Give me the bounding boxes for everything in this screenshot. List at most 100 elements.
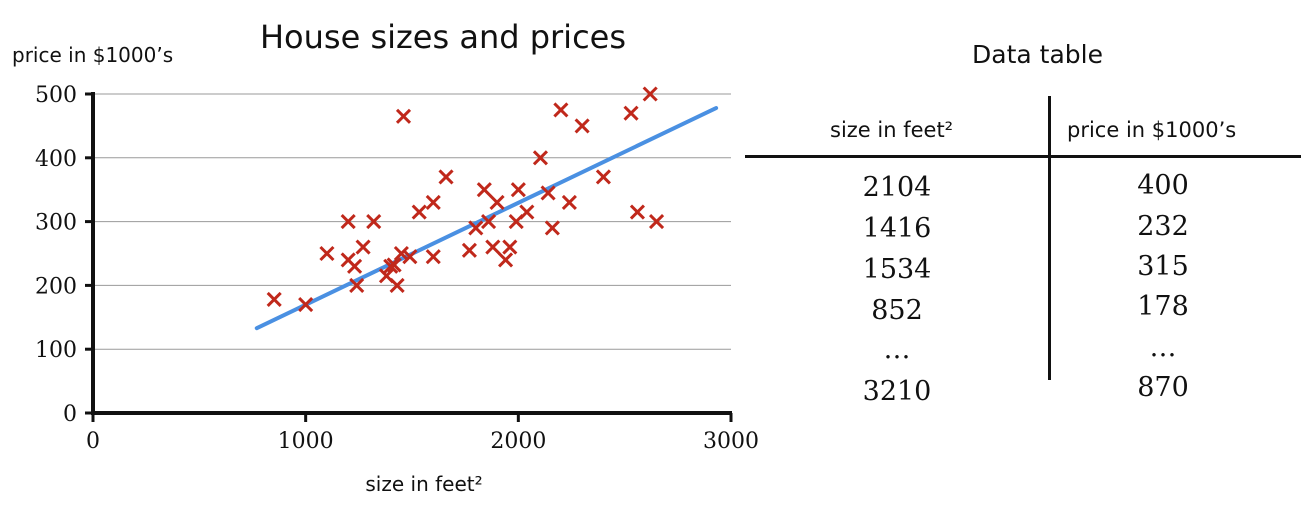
x-axis-label: size in feet²	[365, 472, 482, 496]
data-point	[355, 239, 371, 255]
data-point-stroke	[485, 239, 501, 255]
table-cell: 852	[871, 295, 923, 326]
x-tick-label: 3000	[703, 429, 759, 454]
table-column-divider	[1048, 96, 1051, 380]
data-point-stroke	[355, 239, 371, 255]
data-point	[553, 102, 569, 118]
data-point-stroke	[519, 204, 535, 220]
data-point-stroke	[349, 277, 365, 293]
data-point-stroke	[468, 220, 484, 236]
data-point-stroke	[438, 169, 454, 185]
data-point-stroke	[298, 296, 314, 313]
table-header-price: price in $1000’s	[1067, 118, 1237, 142]
data-point	[389, 277, 405, 293]
data-point-stroke	[629, 204, 645, 220]
y-tick-label: 200	[35, 274, 77, 299]
data-point-stroke	[383, 258, 399, 274]
data-point	[498, 252, 514, 268]
x-tick-label: 1000	[278, 429, 334, 454]
data-point	[395, 108, 412, 124]
data-point-stroke	[553, 102, 569, 118]
data-point-stroke	[378, 268, 395, 284]
x-tick-label: 0	[86, 429, 100, 454]
table-title: Data table	[972, 40, 1103, 69]
table-cell: 3210	[862, 376, 932, 407]
y-axis-label: price in $1000’s	[12, 43, 173, 67]
data-point	[298, 296, 314, 313]
data-point	[480, 214, 497, 230]
chart-title: House sizes and prices	[260, 18, 626, 56]
data-point-stroke	[266, 291, 282, 307]
data-point	[595, 169, 611, 185]
table-header-rule	[745, 155, 1301, 158]
data-point	[461, 242, 477, 258]
data-point	[425, 249, 441, 265]
data-point-stroke	[574, 118, 590, 134]
data-point-stroke	[476, 182, 492, 198]
y-tick-label: 100	[35, 338, 77, 363]
data-point	[266, 291, 282, 307]
data-point	[476, 182, 492, 198]
table-cell: 870	[1137, 372, 1189, 403]
data-point	[502, 239, 518, 255]
data-point	[519, 204, 535, 220]
data-point-stroke	[544, 220, 560, 236]
data-point-stroke	[561, 194, 577, 211]
data-point	[347, 258, 363, 274]
table-cell: 1534	[862, 254, 932, 285]
x-tick-label: 2000	[490, 429, 546, 454]
data-point	[574, 118, 590, 134]
data-point	[340, 214, 356, 230]
data-point-stroke	[395, 108, 412, 124]
data-point-stroke	[461, 242, 477, 258]
data-point-stroke	[532, 150, 549, 166]
data-point	[393, 245, 409, 262]
data-point	[629, 204, 645, 220]
data-point	[386, 257, 402, 273]
data-point-stroke	[425, 194, 441, 211]
data-point-stroke	[595, 169, 611, 185]
table-cell: …	[1149, 332, 1177, 363]
data-point-stroke	[623, 105, 639, 121]
table-cell: 1416	[862, 213, 932, 244]
table-cell: …	[883, 334, 911, 365]
data-point-stroke	[510, 182, 526, 198]
data-point-stroke	[386, 257, 402, 273]
data-point	[402, 249, 418, 265]
data-point	[489, 194, 505, 211]
data-point-stroke	[347, 258, 363, 274]
table-cell: 232	[1137, 211, 1189, 242]
data-point	[540, 185, 556, 201]
data-point	[366, 214, 382, 230]
y-tick-label: 400	[35, 147, 77, 172]
table-cell: 400	[1137, 170, 1189, 201]
data-point	[438, 169, 454, 185]
data-point-stroke	[411, 204, 427, 220]
data-point-stroke	[393, 245, 409, 262]
data-point-stroke	[340, 214, 356, 230]
data-point	[425, 194, 441, 211]
data-point	[319, 245, 335, 262]
table-cell: 2104	[862, 172, 932, 203]
data-point-stroke	[319, 245, 335, 262]
data-point	[485, 239, 501, 255]
data-point	[349, 277, 365, 293]
data-point	[532, 150, 549, 166]
table-cell: 315	[1137, 251, 1189, 282]
data-point-stroke	[649, 214, 665, 230]
data-point-stroke	[502, 239, 518, 255]
data-point	[468, 220, 484, 236]
data-point	[649, 214, 665, 230]
data-point	[561, 194, 577, 211]
table-cell: 178	[1137, 291, 1189, 322]
data-point	[411, 204, 427, 220]
data-point	[623, 105, 639, 121]
data-point-stroke	[498, 252, 514, 268]
data-point-stroke	[402, 249, 418, 265]
data-point-stroke	[642, 86, 658, 102]
data-point	[510, 182, 526, 198]
y-tick-label: 500	[35, 83, 77, 108]
y-tick-label: 0	[63, 402, 77, 427]
data-point-stroke	[366, 214, 382, 230]
